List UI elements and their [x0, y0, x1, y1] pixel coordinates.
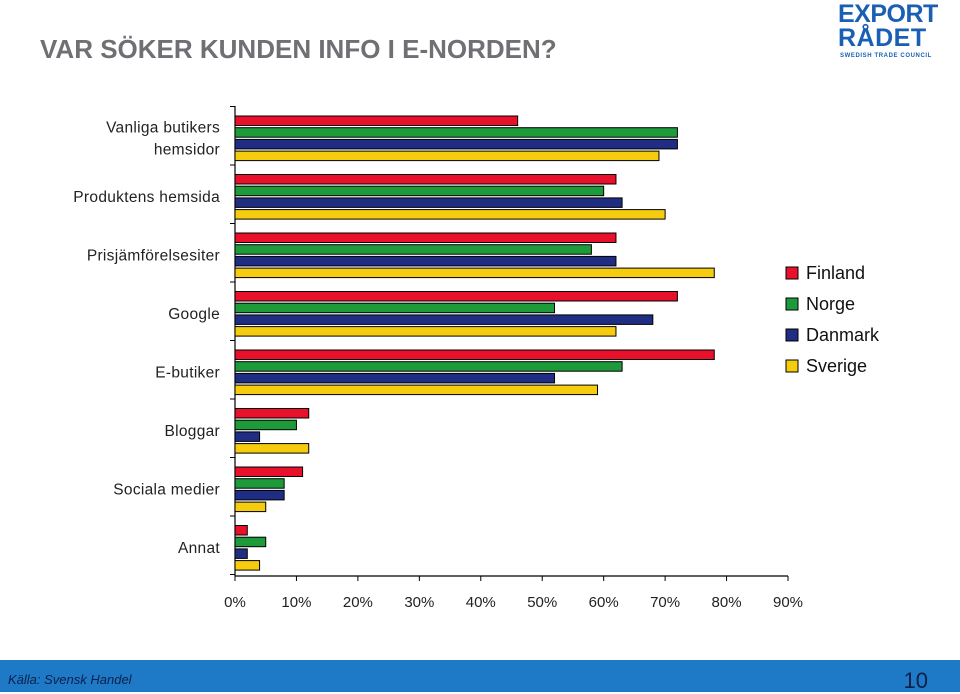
x-tick-label: 80% [712, 594, 742, 611]
category-label: Prisjämförelsesiter [87, 247, 220, 264]
bar-sverige [234, 560, 261, 571]
bar-danmark [234, 138, 678, 150]
bar-norge [234, 302, 556, 314]
logo-line-2: RÅDET [838, 24, 927, 52]
x-tick-label: 40% [466, 594, 496, 611]
category-label: hemsidor [154, 141, 220, 158]
x-tick-label: 60% [589, 594, 619, 611]
bar-norge [234, 536, 267, 548]
category-label: Sociala medier [113, 481, 220, 498]
legend-label: Norge [806, 294, 855, 314]
x-tick-label: 0% [224, 594, 246, 611]
bar-sverige [234, 209, 666, 220]
page-number: 10 [903, 668, 928, 693]
legend-swatch [785, 297, 799, 311]
bar-sverige [234, 501, 267, 513]
bar-finland [234, 115, 519, 126]
bar-sverige [234, 326, 617, 337]
bar-norge [234, 419, 297, 431]
category-label: Annat [178, 540, 220, 557]
category-label: Vanliga butikers [106, 119, 220, 136]
exportradet-logo: EXPORT RÅDET SWEDISH TRADE COUNCIL [836, 2, 940, 60]
bar-chart: 0% 10% 20% 30% 40% 50% 60% 70% 80% 90% Vanliga but… [73, 106, 880, 611]
bar-danmark [234, 197, 623, 208]
source-note: Källa: Svensk Handel [8, 672, 132, 687]
bar-norge [234, 127, 678, 138]
category-label: Google [168, 306, 220, 323]
legend-swatch [785, 266, 799, 280]
x-tick-label: 50% [527, 594, 557, 611]
bar-finland [234, 466, 304, 477]
legend-swatch [785, 359, 799, 373]
bar-finland [234, 232, 617, 243]
x-tick-label: 70% [650, 594, 680, 611]
x-tick-label: 90% [773, 594, 803, 611]
logo-line-1: EXPORT [838, 0, 938, 28]
footer-bar: Källa: Svensk Handel 10 [0, 660, 960, 693]
bar-danmark [234, 314, 654, 325]
bar-norge [234, 185, 605, 197]
x-tick-label: 10% [281, 594, 311, 611]
bar-finland [234, 291, 678, 302]
bar-finland [234, 525, 248, 536]
bar-finland [234, 408, 310, 419]
bar-sverige [234, 150, 660, 162]
bar-sverige [234, 267, 715, 279]
bar-danmark [234, 372, 556, 384]
category-label: Produktens hemsida [73, 189, 220, 206]
bar-finland [234, 349, 715, 360]
legend-label: Danmark [806, 325, 880, 345]
legend-label: Finland [806, 263, 865, 283]
bar-danmark [234, 489, 285, 501]
bar-sverige [234, 384, 599, 396]
bar-sverige [234, 443, 310, 454]
category-label: Bloggar [164, 423, 220, 440]
page-title: VAR SÖKER KUNDEN INFO I E-NORDEN? [40, 34, 557, 64]
logo-tagline: SWEDISH TRADE COUNCIL [840, 53, 932, 59]
x-tick-label: 30% [404, 594, 434, 611]
bar-danmark [234, 431, 261, 442]
category-label: E-butiker [155, 364, 220, 381]
legend-swatch [785, 328, 799, 342]
x-tick-label: 20% [343, 594, 373, 611]
bar-norge [234, 361, 623, 372]
bar-finland [234, 174, 617, 185]
bar-norge [234, 478, 285, 489]
bar-danmark [234, 255, 617, 267]
bar-norge [234, 244, 592, 255]
legend-label: Sverige [806, 356, 867, 376]
bar-danmark [234, 548, 248, 559]
